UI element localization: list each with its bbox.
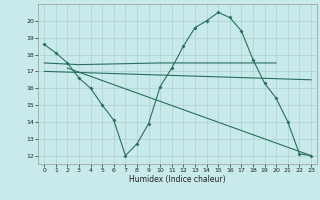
X-axis label: Humidex (Indice chaleur): Humidex (Indice chaleur) — [129, 175, 226, 184]
